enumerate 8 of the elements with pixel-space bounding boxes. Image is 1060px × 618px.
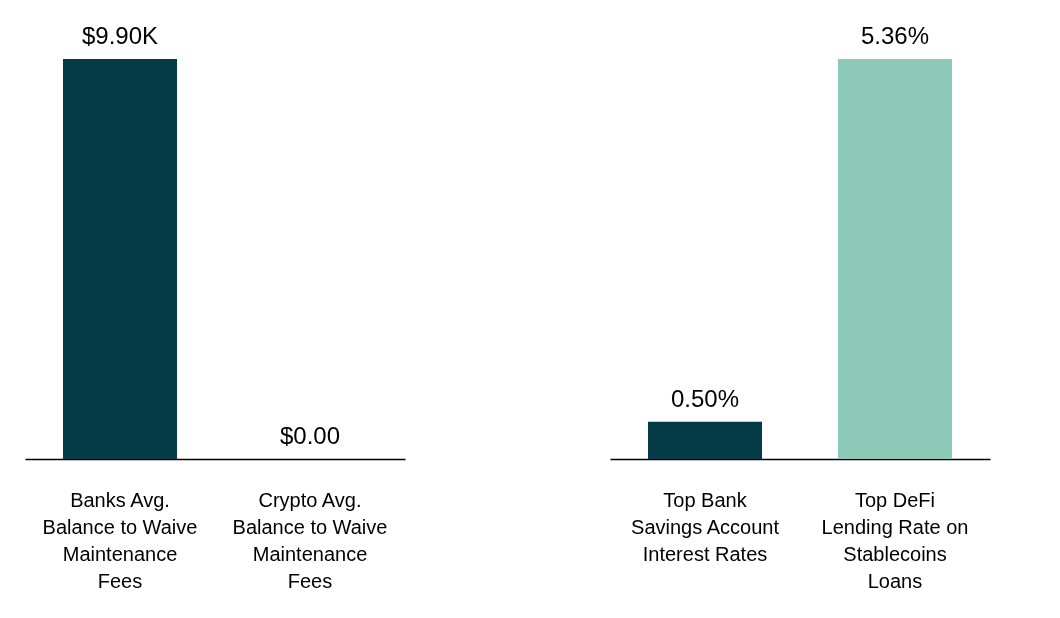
x-tick-label: Crypto Avg. Balance to Waive Maintenance Fees [232,489,388,592]
x-tick-label: Banks Avg. Balance to Waive Maintenance Fees [42,489,198,592]
data-label: $9.90K [81,22,159,49]
data-label: $0.00 [279,422,341,449]
x-tick-label: Top Bank Savings Account Interest Rates [631,489,780,565]
data-label: 0.50% [670,384,740,412]
x-tick-label: Top DeFi Lending Rate on Stablecoins Loans [821,489,969,592]
data-label: 5.36% [860,22,930,49]
